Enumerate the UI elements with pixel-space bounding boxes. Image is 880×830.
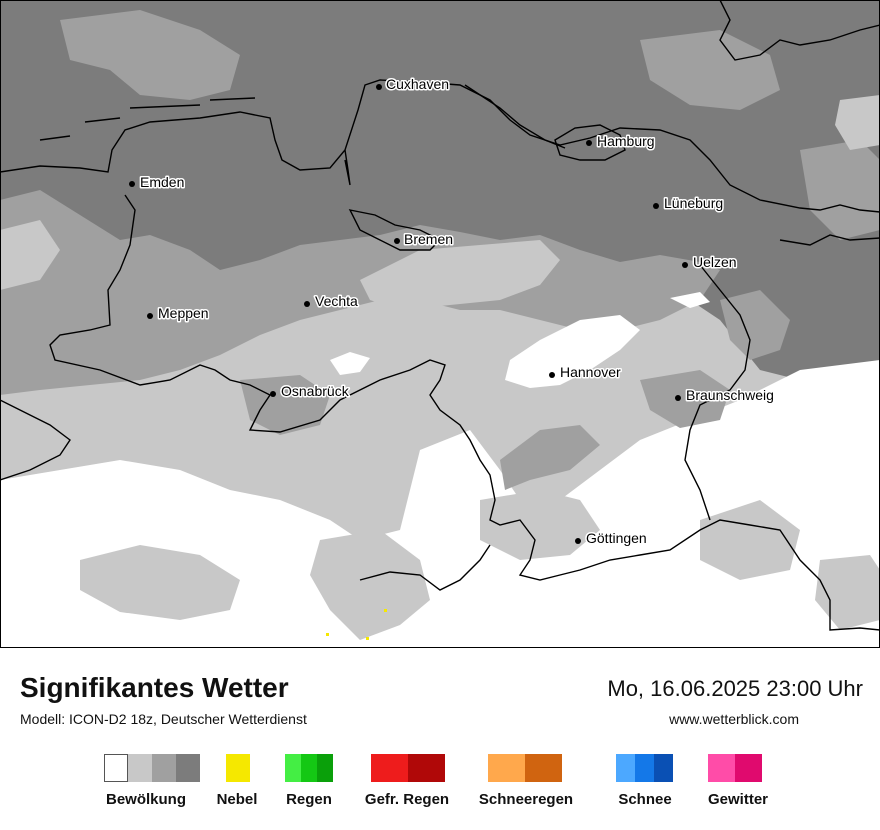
legend-fog-swatches <box>226 754 250 782</box>
border-wad-islands <box>39 97 256 141</box>
clear-area-east <box>670 292 710 308</box>
page-title: Signifikantes Wetter <box>20 672 289 703</box>
coastline-north <box>0 79 880 213</box>
swatch-snow-2 <box>635 754 654 782</box>
borders <box>0 0 880 631</box>
city-braunschweig: Braunschweig <box>675 386 775 405</box>
cloud-patch-southeast <box>815 555 880 630</box>
fog-speck <box>366 637 369 640</box>
cloud-patch-south5 <box>700 500 800 580</box>
city-lueneburg: Lüneburg <box>653 194 725 213</box>
swatch-cloud-1 <box>104 754 128 782</box>
cloud-patch-southwest <box>0 395 90 475</box>
svg-text:Hannover: Hannover <box>560 364 621 380</box>
clear-area-north-center <box>330 352 370 375</box>
weather-map: Cuxhaven Hamburg Emden Lüneburg Bremen U… <box>0 0 880 648</box>
map-canvas: Cuxhaven Hamburg Emden Lüneburg Bremen U… <box>0 0 880 648</box>
svg-text:Göttingen: Göttingen <box>586 530 647 546</box>
border-east-north <box>779 234 880 246</box>
city-meppen: Meppen <box>147 304 210 323</box>
city-hamburg: Hamburg <box>586 132 656 151</box>
bremen-outline <box>348 209 442 251</box>
swatch-snow-1 <box>616 754 635 782</box>
swatch-rain-3 <box>317 754 333 782</box>
swatch-thunder-2 <box>735 754 762 782</box>
swatch-cloud-4 <box>176 754 200 782</box>
website-link[interactable]: www.wetterblick.com <box>669 711 799 727</box>
cloud-patch-south4 <box>500 425 600 490</box>
fog-speck <box>384 609 387 612</box>
cloud-patch-northeast <box>640 30 780 110</box>
legend-cloud-swatches <box>104 754 200 782</box>
swatch-cloud-2 <box>128 754 152 782</box>
legend-snow-swatches <box>616 754 673 782</box>
swatch-rain-2 <box>301 754 317 782</box>
legend-rain-swatches <box>285 754 333 782</box>
svg-text:Braunschweig: Braunschweig <box>686 387 774 403</box>
border-south-central <box>359 544 491 591</box>
model-info: Modell: ICON-D2 18z, Deutscher Wetterdie… <box>20 711 307 727</box>
swatch-fog <box>226 754 250 782</box>
border-northeast <box>719 0 880 61</box>
cloud-patch-south3 <box>480 490 600 560</box>
swatch-rain-1 <box>285 754 301 782</box>
svg-text:Osnabrück: Osnabrück <box>281 383 350 399</box>
svg-text:Uelzen: Uelzen <box>693 254 737 270</box>
city-emden: Emden <box>129 173 186 192</box>
footer: Signifikantes Wetter Modell: ICON-D2 18z… <box>0 648 880 830</box>
legend-label-snow: Schnee <box>618 791 672 808</box>
city-osnabrueck: Osnabrück <box>270 382 351 401</box>
cloud-patch-south2 <box>310 530 430 640</box>
svg-text:Vechta: Vechta <box>315 293 358 309</box>
elbe-river <box>464 84 566 149</box>
clear-area-hannover <box>505 315 640 388</box>
legend-sleet-swatches <box>488 754 562 782</box>
city-hannover: Hannover <box>549 363 623 382</box>
hamburg-outline <box>554 124 626 161</box>
city-bremen: Bremen <box>394 230 455 249</box>
swatch-freezing-2 <box>408 754 445 782</box>
weser-estuary <box>344 149 351 186</box>
legend-freezing-swatches <box>371 754 445 782</box>
fog-speck <box>326 633 329 636</box>
svg-text:Meppen: Meppen <box>158 305 209 321</box>
cloud-patch-north <box>60 10 240 100</box>
cloud-patch-osnabrueck <box>240 375 330 435</box>
cloud-band-center <box>360 240 560 310</box>
swatch-thunder-1 <box>708 754 735 782</box>
cloud-patch-west <box>0 220 60 290</box>
legend-thunder-swatches <box>708 754 762 782</box>
cloud-patch-east <box>800 140 880 240</box>
city-uelzen: Uelzen <box>682 253 738 272</box>
border-south-west <box>0 399 71 481</box>
cities: Cuxhaven Hamburg Emden Lüneburg Bremen U… <box>129 75 775 548</box>
legend-label-sleet: Schneeregen <box>478 791 574 808</box>
cloud-patch-braunschweig <box>640 370 730 428</box>
svg-text:Emden: Emden <box>140 174 184 190</box>
svg-text:Bremen: Bremen <box>404 231 453 247</box>
swatch-sleet-1 <box>488 754 525 782</box>
swatch-snow-3 <box>654 754 673 782</box>
svg-text:Lüneburg: Lüneburg <box>664 195 723 211</box>
svg-text:Cuxhaven: Cuxhaven <box>386 76 449 92</box>
svg-text:Hamburg: Hamburg <box>597 133 655 149</box>
border-east <box>684 264 751 521</box>
cloud-patch-ne2 <box>835 95 880 150</box>
swatch-freezing-1 <box>371 754 408 782</box>
swatch-cloud-3 <box>152 754 176 782</box>
legend-label-fog: Nebel <box>216 791 258 808</box>
forecast-datetime: Mo, 16.06.2025 23:00 Uhr <box>607 676 863 701</box>
legend-label-cloud: Bewölkung <box>105 791 187 808</box>
swatch-sleet-2 <box>525 754 562 782</box>
city-cuxhaven: Cuxhaven <box>376 75 451 94</box>
border-netherlands <box>49 194 880 631</box>
cloud-patch-south1 <box>80 545 240 620</box>
legend-label-rain: Regen <box>286 791 332 808</box>
cloud-patch-east-south <box>720 290 790 360</box>
legend-label-freezing-rain: Gefr. Regen <box>364 791 450 808</box>
city-goettingen: Göttingen <box>575 529 648 548</box>
legend-label-thunderstorm: Gewitter <box>707 791 769 808</box>
city-vechta: Vechta <box>304 292 360 311</box>
